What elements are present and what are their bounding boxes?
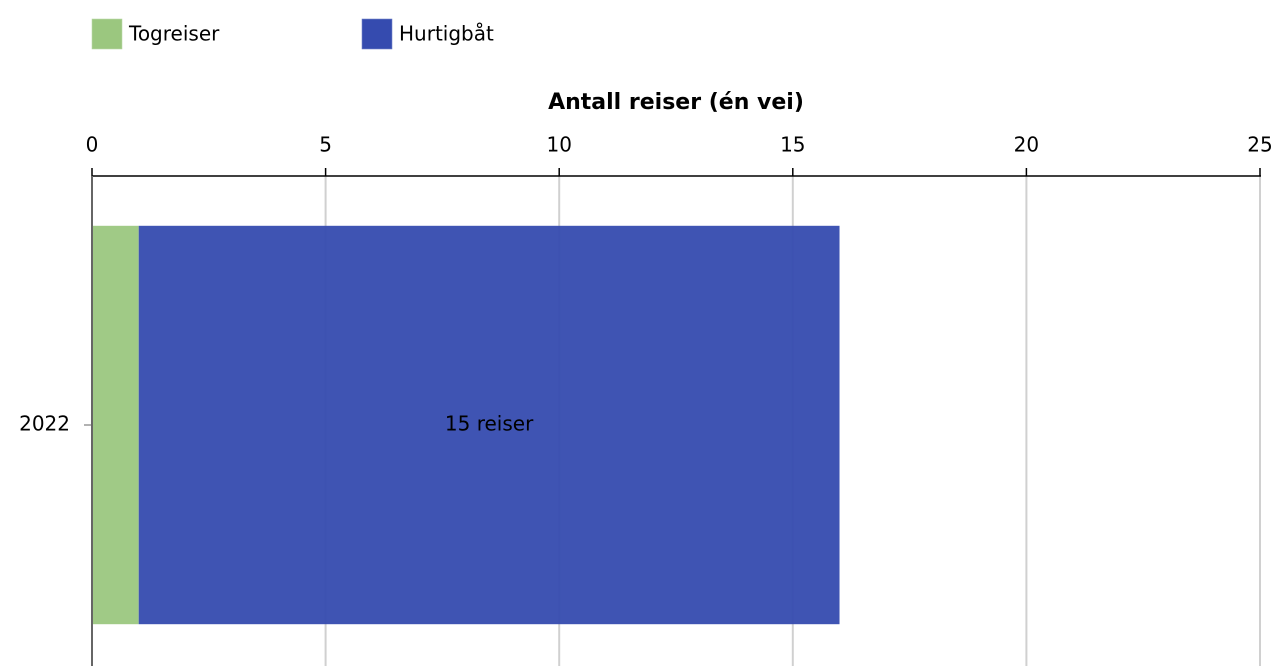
bar bbox=[92, 225, 139, 625]
y-tick-label: 2022 bbox=[19, 412, 70, 436]
legend-label: Togreiser bbox=[128, 22, 220, 46]
x-tick-label: 25 bbox=[1247, 133, 1272, 157]
x-tick-label: 20 bbox=[1014, 133, 1039, 157]
bar bbox=[138, 225, 840, 625]
data-label: 15 reiser bbox=[445, 412, 534, 436]
legend-swatch bbox=[361, 18, 393, 50]
legend-swatch bbox=[91, 18, 123, 50]
x-tick-label: 15 bbox=[780, 133, 805, 157]
x-tick-label: 0 bbox=[86, 133, 99, 157]
x-tick-label: 10 bbox=[546, 133, 571, 157]
axis-title: Antall reiser (én vei) bbox=[548, 90, 804, 115]
legend-label: Hurtigbåt bbox=[399, 22, 494, 46]
x-tick-label: 5 bbox=[319, 133, 332, 157]
